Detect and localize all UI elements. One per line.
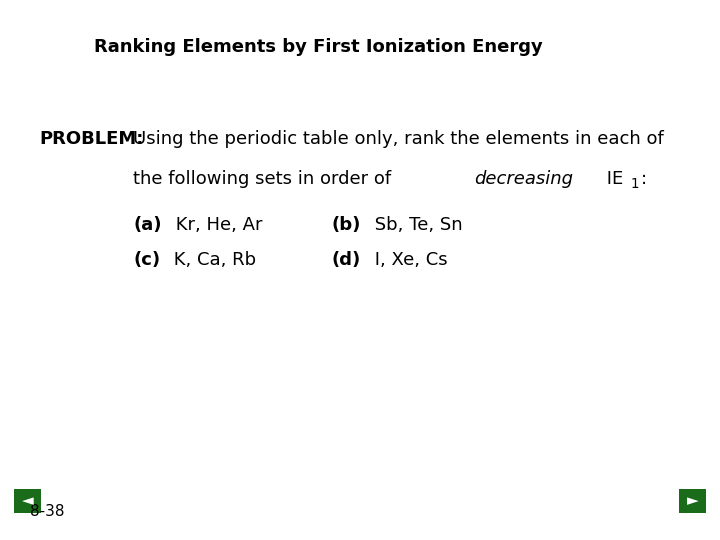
Text: (d): (d) (331, 251, 361, 269)
FancyBboxPatch shape (14, 489, 41, 513)
Text: (b): (b) (331, 216, 361, 234)
Text: (c): (c) (133, 251, 161, 269)
Text: IE: IE (601, 170, 624, 188)
Text: the following sets in order of: the following sets in order of (133, 170, 397, 188)
Text: Sb, Te, Sn: Sb, Te, Sn (369, 216, 463, 234)
Text: decreasing: decreasing (474, 170, 572, 188)
Text: Using the periodic table only, rank the elements in each of: Using the periodic table only, rank the … (133, 130, 664, 147)
Text: 1: 1 (630, 177, 639, 191)
Text: PROBLEM:: PROBLEM: (40, 130, 144, 147)
Text: :: : (641, 170, 647, 188)
Text: 8-38: 8-38 (30, 504, 65, 519)
Text: (a): (a) (133, 216, 162, 234)
Text: Kr, He, Ar: Kr, He, Ar (170, 216, 263, 234)
FancyBboxPatch shape (679, 489, 706, 513)
Text: ►: ► (687, 494, 698, 509)
Text: Ranking Elements by First Ionization Energy: Ranking Elements by First Ionization Ene… (94, 38, 542, 56)
Text: ◄: ◄ (22, 494, 33, 509)
Text: I, Xe, Cs: I, Xe, Cs (369, 251, 448, 269)
Text: K, Ca, Rb: K, Ca, Rb (168, 251, 256, 269)
